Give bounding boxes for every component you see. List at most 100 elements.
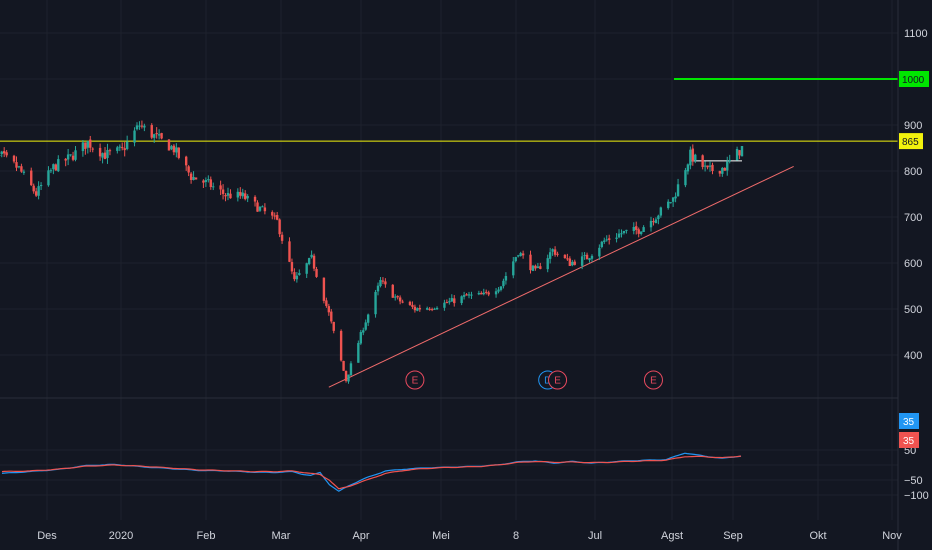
candle-body — [187, 166, 190, 173]
candle-body — [571, 261, 574, 266]
candle-body — [607, 238, 611, 240]
candle-body — [635, 226, 638, 230]
candle-body — [512, 261, 515, 276]
candle-body — [600, 241, 604, 248]
candle-body — [470, 294, 473, 296]
candle-body — [47, 170, 50, 186]
candle-body — [435, 307, 439, 310]
candle-body — [684, 170, 687, 186]
candle-body — [531, 265, 535, 271]
trendline — [328, 165, 794, 388]
candle-body — [81, 142, 85, 152]
event-marker-label: E — [554, 376, 561, 387]
candle-body — [585, 254, 589, 260]
candle-body — [86, 140, 90, 148]
candle-body — [278, 219, 281, 235]
time-tick-label: Agst — [661, 530, 683, 542]
event-marker-label: E — [650, 376, 657, 387]
candle-body — [160, 133, 163, 139]
candle-body — [221, 189, 225, 194]
candle-body — [494, 291, 498, 295]
candle-body — [465, 294, 468, 296]
candle-body — [123, 148, 126, 151]
candle-body — [258, 206, 262, 211]
candle-body — [295, 275, 299, 280]
time-axis[interactable]: Des 2020 Feb Mar Apr Mei 8 Jul Agst Sep Okt Nov — [37, 530, 902, 542]
candle-body — [620, 233, 623, 235]
candle-body — [22, 171, 26, 173]
oscillator-value-badge — [899, 432, 919, 448]
candle-body — [359, 332, 362, 344]
candle-body — [566, 258, 569, 260]
candle-body — [0, 151, 3, 155]
time-tick-label: Apr — [352, 530, 369, 542]
candle-body — [184, 156, 188, 166]
candle-body — [155, 132, 158, 135]
candle-body — [394, 296, 397, 298]
candle-body — [364, 322, 367, 330]
candle-body — [177, 147, 181, 158]
candle-body — [71, 155, 75, 160]
candle-body — [430, 309, 434, 311]
candle-body — [529, 254, 532, 271]
candle-body — [723, 167, 726, 171]
candle-body — [546, 258, 549, 270]
event-marker-label: E — [412, 376, 419, 387]
candle-body — [322, 277, 326, 301]
candle-body — [487, 292, 490, 295]
price-tick-label: 500 — [904, 304, 922, 316]
candle-body — [694, 154, 697, 161]
candle-body — [288, 241, 291, 262]
candle-body — [261, 206, 264, 208]
candle-body — [91, 148, 94, 150]
price-tick-label: 600 — [904, 258, 922, 270]
oscillator-line — [1, 455, 742, 490]
candle-body — [116, 147, 119, 151]
candle-body — [315, 268, 318, 277]
axis-badges: 1000 865 35 35 — [899, 71, 929, 448]
candle-body — [374, 291, 377, 315]
candle-body — [497, 289, 500, 292]
candle-body — [482, 292, 485, 295]
time-tick-label: 2020 — [109, 530, 133, 542]
candle-body — [121, 147, 124, 149]
candle-body — [106, 149, 109, 158]
candle-body — [551, 249, 554, 252]
candle-body — [357, 343, 360, 363]
candle-body — [448, 301, 451, 303]
candle-body — [642, 227, 645, 233]
candle-body — [615, 237, 618, 239]
price-badge-1000 — [899, 71, 929, 87]
time-tick-label: Jul — [588, 530, 602, 542]
candle-body — [669, 202, 672, 204]
candle-body — [381, 280, 385, 282]
candle-body — [674, 196, 677, 199]
candle-body — [418, 307, 422, 310]
candle-body — [118, 146, 121, 148]
candle-body — [312, 255, 316, 269]
candle-body — [330, 311, 333, 322]
price-tick-label: 400 — [904, 350, 922, 362]
candle-body — [293, 272, 296, 280]
candle-body — [204, 179, 208, 182]
candle-body — [445, 302, 449, 304]
candle-body — [411, 304, 414, 307]
candle-body — [553, 249, 557, 255]
candle-body — [622, 230, 626, 234]
candle-body — [344, 370, 348, 381]
event-marker — [643, 370, 663, 390]
candle-body — [12, 155, 16, 162]
candle-body — [605, 239, 608, 241]
candle-body — [298, 273, 301, 275]
candle-body — [108, 150, 112, 152]
candle-body — [686, 164, 690, 172]
candle-body — [310, 254, 313, 258]
candle-body — [676, 184, 680, 197]
candle-body — [701, 155, 704, 167]
price-tick-label: 900 — [904, 120, 922, 132]
candle-body — [467, 294, 471, 296]
candle-body — [69, 154, 72, 156]
candle-body — [450, 298, 453, 302]
